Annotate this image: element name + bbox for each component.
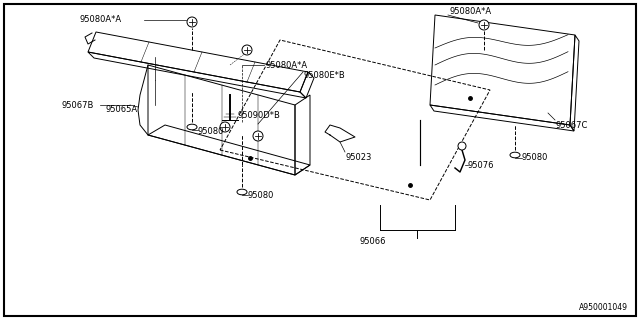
Text: 95080A*A: 95080A*A — [80, 15, 122, 25]
Text: A950001049: A950001049 — [579, 303, 628, 312]
Ellipse shape — [510, 152, 520, 158]
Circle shape — [253, 131, 263, 141]
Text: 95080: 95080 — [522, 154, 548, 163]
Text: 95080E*B: 95080E*B — [303, 70, 345, 79]
Text: 95023: 95023 — [345, 153, 371, 162]
Text: 95066: 95066 — [360, 237, 387, 246]
Text: 95080: 95080 — [198, 127, 225, 137]
Ellipse shape — [237, 189, 247, 195]
Circle shape — [458, 142, 466, 150]
Circle shape — [220, 122, 230, 132]
Text: 95080: 95080 — [248, 190, 275, 199]
Text: 95067C: 95067C — [556, 121, 588, 130]
Circle shape — [479, 20, 489, 30]
Text: 95067B: 95067B — [62, 100, 94, 109]
Text: 95080A*A: 95080A*A — [450, 7, 492, 17]
Text: 95090D*B: 95090D*B — [237, 110, 280, 119]
Text: 95076: 95076 — [468, 161, 495, 170]
Ellipse shape — [187, 124, 197, 130]
Text: 95080A*A: 95080A*A — [265, 60, 307, 69]
Circle shape — [242, 45, 252, 55]
Text: 95065A: 95065A — [105, 106, 137, 115]
Circle shape — [187, 17, 197, 27]
